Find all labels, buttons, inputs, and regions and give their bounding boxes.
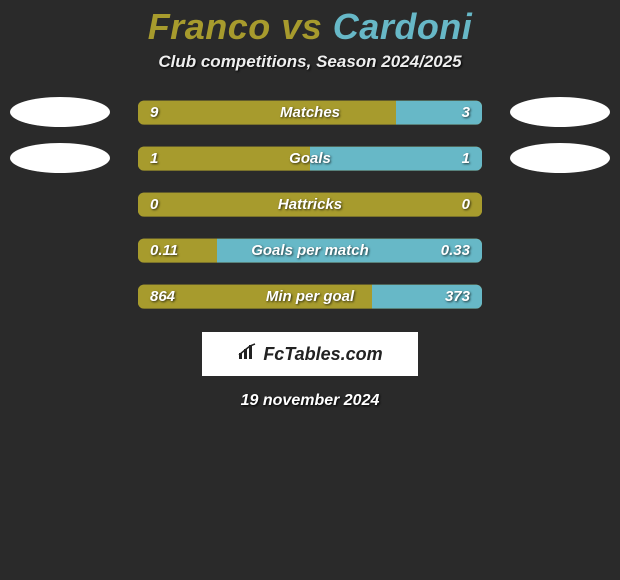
- bar-chart-icon: [237, 343, 259, 366]
- stat-row: 0 0 Hattricks: [0, 184, 620, 230]
- player2-badge: [510, 143, 610, 173]
- player1-value: 0: [150, 196, 158, 213]
- player1-name: Franco: [148, 6, 271, 47]
- stat-bar: 1 1 Goals: [138, 147, 482, 171]
- player1-value: 0.11: [150, 242, 178, 259]
- player2-value: 3: [462, 104, 470, 121]
- player1-value: 864: [150, 288, 175, 305]
- vs-word: vs: [281, 6, 322, 47]
- comparison-title: Franco vs Cardoni: [0, 0, 620, 52]
- player1-value: 1: [150, 150, 158, 167]
- subtitle: Club competitions, Season 2024/2025: [0, 52, 620, 92]
- player2-bar: [310, 147, 482, 171]
- player1-value: 9: [150, 104, 158, 121]
- stat-bar: 0 0 Hattricks: [138, 193, 482, 217]
- stat-bar: 9 3 Matches: [138, 101, 482, 125]
- player2-name: Cardoni: [333, 6, 473, 47]
- stat-label: Goals: [289, 150, 331, 167]
- player2-value: 1: [462, 150, 470, 167]
- stat-label: Hattricks: [278, 196, 342, 213]
- stat-label: Goals per match: [251, 242, 369, 259]
- player2-value: 0: [462, 196, 470, 213]
- branding-text: FcTables.com: [263, 344, 382, 365]
- stat-row: 0.11 0.33 Goals per match: [0, 230, 620, 276]
- stat-bar: 0.11 0.33 Goals per match: [138, 239, 482, 263]
- stat-bar: 864 373 Min per goal: [138, 285, 482, 309]
- stat-row: 9 3 Matches: [0, 92, 620, 138]
- stat-label: Matches: [280, 104, 340, 121]
- comparison-chart: 9 3 Matches 1 1 Goals 0 0 Hattricks 0.11 0.33 Goals…: [0, 92, 620, 322]
- player2-badge: [510, 97, 610, 127]
- player1-badge: [10, 97, 110, 127]
- player1-bar: [138, 147, 310, 171]
- player1-bar: [138, 101, 396, 125]
- player2-value: 0.33: [441, 242, 470, 259]
- stat-row: 864 373 Min per goal: [0, 276, 620, 322]
- player2-value: 373: [445, 288, 470, 305]
- stat-label: Min per goal: [266, 288, 354, 305]
- branding-box: FcTables.com: [202, 332, 418, 376]
- snapshot-date: 19 november 2024: [0, 392, 620, 410]
- stat-row: 1 1 Goals: [0, 138, 620, 184]
- player1-badge: [10, 143, 110, 173]
